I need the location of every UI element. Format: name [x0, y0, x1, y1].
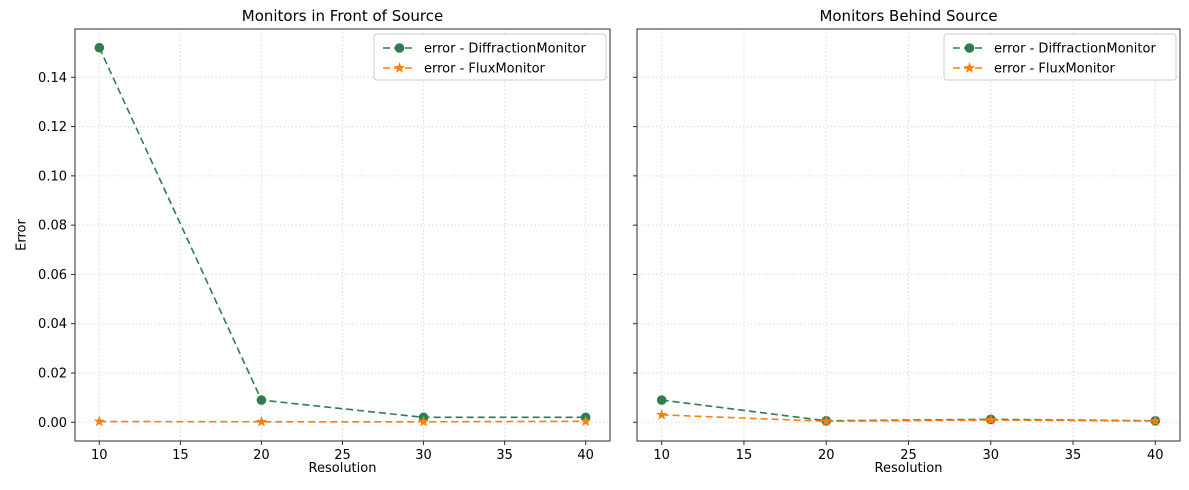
x-tick-label: 35 [496, 448, 513, 463]
series-marker-star [1149, 415, 1162, 426]
x-tick-label: 35 [1065, 448, 1082, 463]
series-marker-circle [394, 43, 405, 53]
series-line-0 [661, 399, 1156, 422]
series-marker-circle [656, 395, 667, 405]
x-tick-label: 10 [653, 448, 670, 463]
legend-label: error - DiffractionMonitor [424, 42, 586, 57]
x-tick-label: 25 [900, 448, 917, 463]
series-line-0 [98, 47, 586, 419]
legend-label: error - FluxMonitor [424, 62, 546, 77]
x-tick-label: 40 [577, 448, 594, 463]
series-marker-star [255, 415, 268, 427]
y-tick-label: 0.08 [38, 219, 67, 234]
y-tick-label: 0.02 [38, 366, 67, 381]
subplot-behind-plot-area: 10 15 20 25 30 35 40 error - DiffractionMonitor… [633, 28, 1181, 463]
y-tick-label: 0.14 [38, 71, 67, 86]
legend-label: error - DiffractionMonitor [994, 42, 1156, 57]
series-marker-circle [964, 43, 975, 53]
x-tick-label: 25 [334, 448, 351, 463]
subplot-behind-x-axis-label: Resolution [874, 461, 943, 476]
y-tick-label: 0.00 [38, 416, 67, 431]
series-marker-star [820, 415, 832, 427]
legend-label: error - FluxMonitor [994, 62, 1116, 77]
series-marker-star [963, 62, 976, 73]
x-tick-label: 10 [91, 448, 108, 463]
x-tick-label: 30 [415, 448, 432, 463]
subplot-front-title: Monitors in Front of Source [241, 7, 444, 25]
series-marker-star [655, 408, 668, 420]
subplot-behind-title: Monitors Behind Source [819, 7, 998, 25]
series-marker-star [393, 62, 406, 73]
x-tick-label: 15 [172, 448, 189, 463]
series-marker-star [985, 414, 997, 425]
series-marker-circle [94, 42, 105, 53]
legend-box [373, 33, 607, 81]
legend-box [943, 33, 1177, 81]
series-line-1 [661, 414, 1156, 423]
series-marker-star [579, 415, 592, 427]
y-axis-label: Error [14, 219, 30, 251]
series-marker-star [93, 415, 106, 427]
y-tick-label: 0.06 [38, 268, 67, 283]
x-tick-label: 20 [818, 448, 835, 463]
series-marker-star [417, 415, 430, 427]
x-tick-label: 30 [982, 448, 999, 463]
y-tick-label: 0.10 [38, 169, 67, 184]
subplot-front-plot-area: 10 15 20 25 30 35 40 0.00 0.02 0.04 0.06 0.08 0.10 0.… [38, 28, 611, 463]
y-tick-label: 0.12 [38, 120, 67, 135]
subplot-front-x-axis-label: Resolution [308, 461, 377, 476]
y-tick-label: 0.04 [38, 317, 67, 332]
x-tick-label: 20 [253, 448, 270, 463]
series-marker-circle [256, 395, 267, 405]
x-tick-label: 15 [736, 448, 753, 463]
x-tick-label: 40 [1147, 448, 1164, 463]
